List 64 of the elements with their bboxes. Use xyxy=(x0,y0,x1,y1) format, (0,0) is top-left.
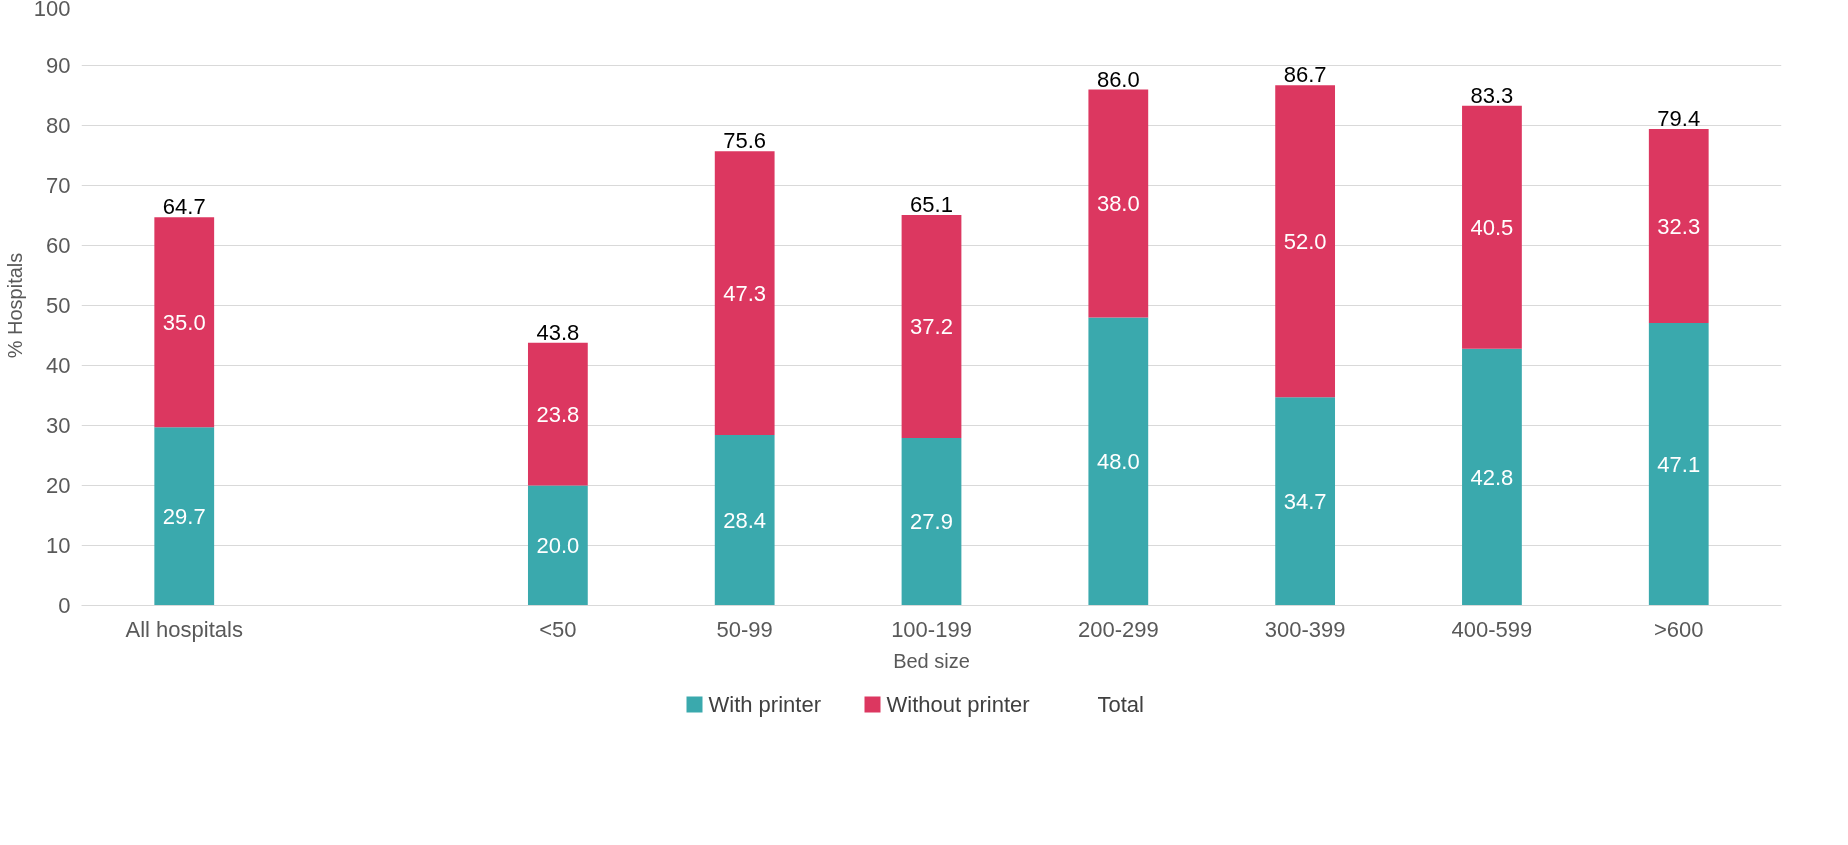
total-label: 86.0 xyxy=(1096,66,1140,92)
y-tick-label: 100 xyxy=(33,0,71,21)
data-label: 48.0 xyxy=(1096,449,1140,474)
y-tick-label: 40 xyxy=(46,353,71,378)
data-label: 34.7 xyxy=(1283,488,1327,514)
bar xyxy=(1462,105,1522,349)
x-tick-label: 200-299 xyxy=(1077,616,1159,642)
data-label: 47.3 xyxy=(723,280,767,306)
y-tick-label: 10 xyxy=(46,533,71,558)
x-axis-title: Bed size xyxy=(893,649,970,672)
x-tick-label: 50-99 xyxy=(716,616,773,642)
bar xyxy=(154,217,215,428)
data-label: 28.4 xyxy=(723,507,767,533)
bar xyxy=(901,438,962,606)
total-label: 79.4 xyxy=(1657,106,1701,132)
y-tick-label: 30 xyxy=(46,413,71,438)
x-tick-label: 400-599 xyxy=(1451,616,1533,642)
x-tick-label: All hospitals xyxy=(125,616,243,642)
total-label: 65.1 xyxy=(910,191,953,217)
x-tick-label: 300-399 xyxy=(1264,616,1346,642)
total-label: 64.7 xyxy=(162,194,206,220)
x-tick-label: >600 xyxy=(1653,616,1704,642)
bar xyxy=(1088,317,1149,606)
bar xyxy=(1648,129,1709,323)
data-label: 52.0 xyxy=(1283,228,1327,254)
y-tick-label: 90 xyxy=(46,53,71,78)
y-tick-label: 60 xyxy=(46,233,71,258)
text: Total xyxy=(1097,692,1144,717)
bar xyxy=(1275,397,1336,606)
legend-label: With printer xyxy=(708,692,821,717)
bar xyxy=(1275,85,1336,398)
data-label: 27.9 xyxy=(910,509,953,535)
data-label: 35.0 xyxy=(162,309,206,335)
bar xyxy=(901,214,962,439)
bar xyxy=(714,435,775,606)
total-label: 43.8 xyxy=(536,319,580,345)
y-tick-label: 80 xyxy=(46,113,71,138)
bar xyxy=(527,485,588,606)
bar xyxy=(714,151,775,436)
y-axis-title: % Hospitals xyxy=(3,252,26,359)
y-tick-label: 0 xyxy=(58,593,71,618)
data-label: 29.7 xyxy=(162,503,206,529)
total-label: 86.7 xyxy=(1283,62,1327,88)
total-label: 83.3 xyxy=(1470,82,1514,108)
data-label: 47.1 xyxy=(1657,451,1701,477)
data-label: 23.8 xyxy=(536,401,580,427)
y-tick-label: 50 xyxy=(46,293,71,318)
data-label: 42.8 xyxy=(1470,464,1514,490)
total-label: 75.6 xyxy=(723,128,767,154)
legend-label: Without printer xyxy=(886,692,1030,717)
bar xyxy=(1088,89,1149,318)
y-tick-label: 20 xyxy=(46,473,71,498)
bar xyxy=(1648,322,1709,606)
data-label: 20.0 xyxy=(536,533,580,558)
bar xyxy=(527,342,588,486)
x-tick-label: <50 xyxy=(539,616,577,642)
bar xyxy=(1462,348,1522,606)
y-tick-label: 70 xyxy=(46,173,71,198)
x-tick-label: 100-199 xyxy=(891,616,972,642)
data-label: 38.0 xyxy=(1096,191,1140,216)
data-label: 37.2 xyxy=(910,314,953,339)
data-label: 40.5 xyxy=(1470,214,1514,240)
data-label: 32.3 xyxy=(1657,213,1701,239)
bar xyxy=(154,427,215,606)
